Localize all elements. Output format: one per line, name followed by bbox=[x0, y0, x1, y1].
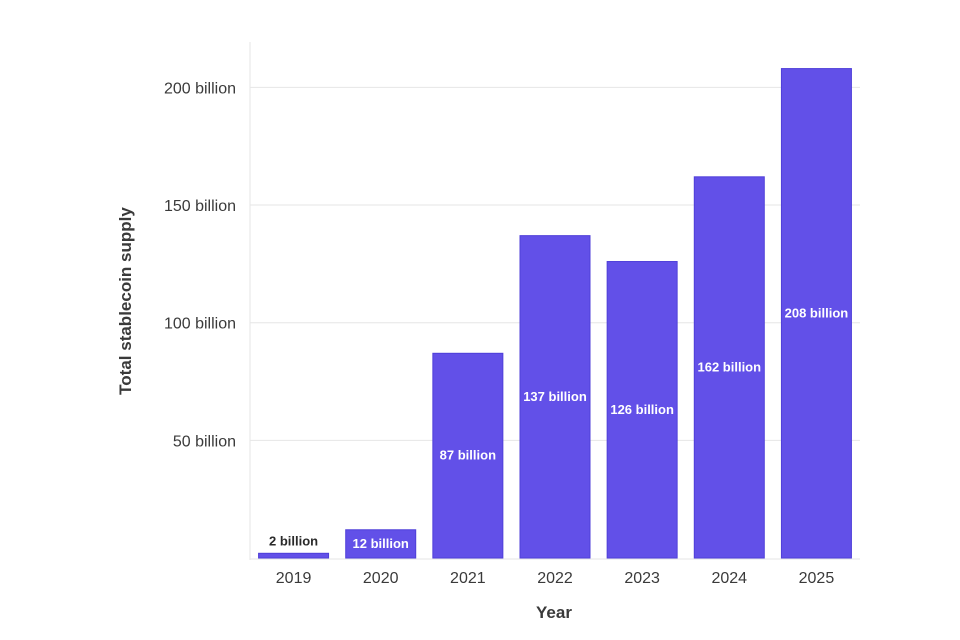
bar-value-label: 12 billion bbox=[353, 536, 409, 551]
x-tick-label: 2023 bbox=[624, 570, 660, 587]
x-tick-label: 2022 bbox=[537, 570, 573, 587]
bar-value-label: 126 billion bbox=[610, 402, 674, 417]
bar-2023 bbox=[606, 261, 678, 559]
y-tick-label: 50 billion bbox=[173, 433, 236, 450]
bar-value-label: 162 billion bbox=[697, 359, 761, 374]
y-axis-title: Total stablecoin supply bbox=[116, 207, 135, 395]
x-tick-label: 2024 bbox=[711, 570, 747, 587]
bars bbox=[258, 68, 852, 559]
x-axis-title: Year bbox=[536, 603, 572, 622]
y-axis-ticks: 50 billion 100 billion 150 billion 200 bill… bbox=[164, 80, 236, 450]
x-tick-label: 2019 bbox=[276, 570, 312, 587]
bar-value-label: 137 billion bbox=[523, 389, 587, 404]
y-tick-label: 150 billion bbox=[164, 198, 236, 215]
x-tick-label: 2020 bbox=[363, 570, 399, 587]
x-tick-label: 2021 bbox=[450, 570, 486, 587]
bar-2025 bbox=[780, 68, 852, 559]
bar-2024 bbox=[693, 176, 765, 559]
bar-value-label: 87 billion bbox=[440, 448, 496, 463]
bar-value-label: 2 billion bbox=[269, 533, 318, 548]
bar-2022 bbox=[519, 235, 591, 559]
y-tick-label: 100 billion bbox=[164, 316, 236, 333]
bar-value-label: 208 billion bbox=[785, 305, 849, 320]
bar-2021 bbox=[432, 352, 504, 559]
bar-2019 bbox=[258, 552, 330, 559]
bar-labels: 2 billion 12 billion 87 billion 137 billion… bbox=[269, 305, 848, 551]
x-axis-ticks: 2019 2020 2021 2022 2023 2024 2025 bbox=[276, 570, 835, 587]
bar-2020 bbox=[345, 529, 417, 559]
y-tick-label: 200 billion bbox=[164, 80, 236, 97]
x-tick-label: 2025 bbox=[799, 570, 835, 587]
